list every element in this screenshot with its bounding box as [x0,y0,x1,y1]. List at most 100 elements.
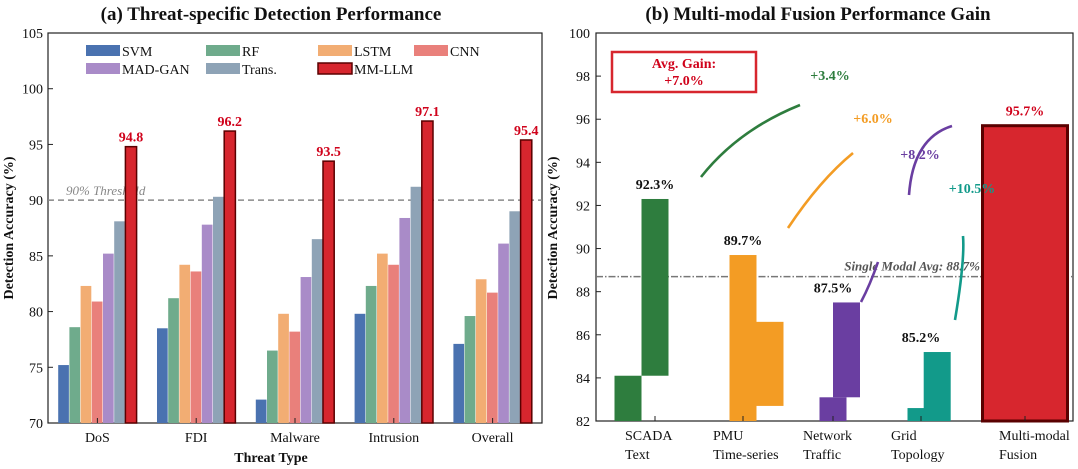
bar-pmu-segment [756,321,784,406]
bar-madgan-intrusion [399,217,411,423]
panel-a-threshold: 90% Threshold [48,183,542,201]
y-tick-label: 82 [576,415,590,430]
x-tick-label-line2: Time-series [713,448,779,463]
legend-label: Trans. [242,63,277,78]
y-tick-label: 98 [576,70,590,85]
panel-a-bars: 94.8 96.2 93.5 97.1 95.4 [58,105,539,424]
y-tick-label: 100 [569,27,590,42]
bar-madgan-fdi [201,224,213,423]
bar-cnn-dos [91,301,103,423]
bar-trans-overall [509,211,521,423]
bar-mmllm-malware [322,160,335,424]
x-tick-label: DoS [85,431,110,446]
mm-llm-value-label: 93.5 [316,145,341,160]
bar-scada-segment [614,375,642,421]
mm-llm-value-label: 95.4 [514,124,539,139]
panel-a-y-axis-label: Detection Accuracy (%) [2,156,17,299]
legend-swatch [206,63,240,74]
bar-lstm-malware [278,313,289,423]
y-tick-label: 86 [576,329,590,344]
mm-llm-value-label: 97.1 [415,105,440,120]
legend-label: CNN [450,45,480,60]
gain-curve [699,103,801,178]
bar-rf-malware [267,350,278,423]
legend-label: SVM [122,45,153,60]
gain-curve [907,124,953,196]
bar-rf-intrusion [365,285,377,423]
bar-svm-fdi [157,328,168,423]
panel-b-x-ticks: SCADA Text PMU Time-series Network Traffic Gri… [625,416,1070,463]
bar-svm-intrusion [354,313,366,423]
bar-mmllm-fdi [223,130,237,424]
bar-value-label: 85.2% [902,331,941,346]
bar-svm-overall [453,343,465,423]
bar-cnn-fdi [190,271,202,423]
legend-swatch [86,63,120,74]
bar-rf-dos [69,327,81,423]
bar-trans-intrusion [410,186,422,423]
x-tick-label-line1: PMU [713,429,743,444]
x-tick-label: Malware [270,431,320,446]
bar-network-segment [819,397,847,421]
panel-b-y-ticks: 82 84 86 88 90 92 94 96 98 100 [569,27,601,430]
bar-lstm-overall [475,279,487,423]
avg-gain-box-frame [610,50,758,94]
bar-fusion-segment [981,124,1069,423]
bar-trans-malware [311,239,323,423]
x-tick-label-line1: Network [803,429,852,444]
panel-a-threat-detection: (a) Threat-specific Detection Performanc… [2,4,543,466]
bar-rf-overall [464,316,476,423]
legend-swatch [206,45,240,56]
y-tick-label: 84 [576,372,590,387]
y-tick-label: 100 [22,83,43,98]
y-tick-label: 96 [576,113,590,128]
panel-a-title: (a) Threat-specific Detection Performanc… [101,4,442,25]
legend-swatch [86,45,120,56]
x-tick-label-line2: Text [625,448,650,463]
avg-gain-title: Avg. Gain: [652,57,716,72]
panel-b-bars: 92.3% 89.7% 87.5% 85.2% 95.7% [614,105,1069,423]
bar-rf-fdi [168,298,179,423]
panel-b-fusion-gain: (b) Multi-modal Fusion Performance Gain … [546,4,1074,463]
bar-value-label: 89.7% [724,234,763,249]
y-tick-label: 70 [29,417,43,432]
gain-label: +10.5% [949,182,995,197]
x-tick-label-line1: Multi-modal [999,429,1070,444]
y-tick-label: 75 [29,361,43,376]
x-tick-label: FDI [185,431,208,446]
y-tick-label: 90 [29,194,43,209]
mm-llm-value-label: 96.2 [218,115,243,130]
legend-swatch [414,45,448,56]
x-tick-label-line1: Grid [891,429,917,444]
legend-label: RF [242,45,259,60]
y-tick-label: 92 [576,199,590,214]
legend-label: MAD-GAN [122,63,190,78]
bar-pmu-segment [729,255,757,421]
gain-label: +3.4% [810,69,849,84]
panel-b-gain-curves: +3.4% +6.0% +8.2% +10.5% [699,69,995,321]
legend-swatch [317,62,353,75]
bar-mmllm-intrusion [421,120,434,424]
gain-curve-tail [859,261,880,303]
x-tick-label-line2: Fusion [999,448,1037,463]
bar-cnn-malware [289,331,301,423]
panel-b-y-axis-label: Detection Accuracy (%) [546,156,561,299]
bar-trans-fdi [213,196,224,423]
y-tick-label: 80 [29,306,43,321]
bar-mmllm-overall [519,139,533,424]
bar-madgan-dos [103,253,114,423]
x-tick-label-line2: Traffic [803,448,841,463]
legend-label: LSTM [354,45,392,60]
bar-svm-malware [255,399,267,423]
x-tick-label: Overall [472,431,514,446]
bar-grid-segment [923,352,951,421]
bar-cnn-overall [487,292,498,423]
gain-curve [953,235,965,321]
y-tick-label: 105 [22,27,43,42]
y-tick-label: 94 [576,156,590,171]
bar-svm-dos [58,365,69,423]
bar-trans-dos [114,221,125,423]
y-tick-label: 95 [29,138,43,153]
x-tick-label: Intrusion [369,431,420,446]
